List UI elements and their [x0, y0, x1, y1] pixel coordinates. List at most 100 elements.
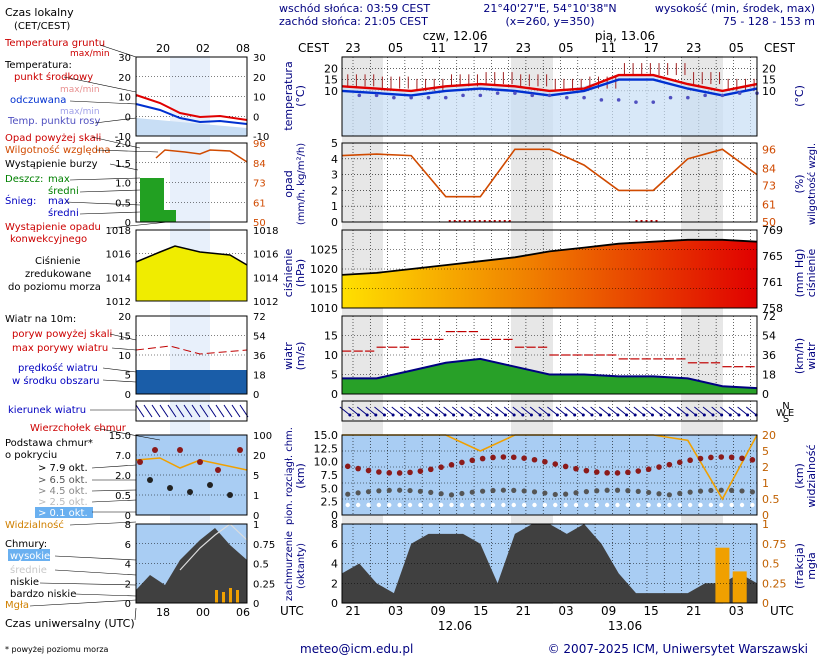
wind-arrow-head [538, 413, 542, 417]
cloud-base-dot [625, 488, 631, 494]
cest-tick-label: 23 [516, 41, 531, 55]
axis-humidity: wilgotność wzgl. [806, 143, 818, 225]
panel-bg-cloudbase [342, 435, 757, 515]
legend-fog-bar [215, 590, 218, 603]
visibility-tick: 20 [762, 429, 776, 442]
legend-pressure-area [136, 246, 247, 301]
footer-email[interactable]: meteo@icm.edu.pl [300, 642, 413, 656]
fog-tick: 0 [762, 597, 769, 610]
cloud-base-dot-light [542, 502, 548, 508]
cloud-base-dot [552, 491, 558, 498]
cloud-tick: 4 [331, 558, 338, 571]
legend-wind-arrow [175, 404, 185, 418]
dew-point [737, 91, 742, 95]
wind-arrow [624, 406, 636, 416]
legend-cloud-base-dot [147, 477, 153, 483]
legend-tick-right: 61 [253, 198, 266, 209]
wind-arrow [400, 406, 411, 416]
cloud-base-dot [365, 489, 372, 495]
utc-left: UTC [280, 604, 304, 618]
legend-wind-arrow [167, 404, 177, 418]
convective-mark [488, 220, 491, 222]
wind-arrow [676, 406, 688, 416]
cloud-base-tick: 10.0 [314, 456, 339, 469]
cloud-base-dot-light [428, 502, 433, 508]
legend-visibility-line [135, 457, 248, 471]
cloud-base-dot [656, 491, 662, 497]
legend-tick: 1016 [106, 250, 131, 261]
legend-leader [91, 136, 141, 149]
legend-humidity: Wilgotność względna [5, 144, 110, 156]
cloud-base-dot-light [656, 502, 662, 508]
axis-wind: wiatr [282, 342, 295, 370]
legend-tick-right: 5 [253, 471, 259, 482]
legend-tick: 30 [118, 53, 131, 64]
wind-arrow [374, 406, 385, 416]
cloud-base-dot [531, 489, 538, 495]
legend-rain-bars [140, 178, 164, 222]
cloud-base-dot [594, 488, 600, 494]
main-panels: 1015201015200123455061738496101010151020… [310, 56, 794, 610]
cloud-top-dot [500, 454, 507, 460]
legend-tick-right: 0 [253, 112, 259, 123]
cloud-base-dot-light [397, 502, 402, 508]
cloud-base-dot [386, 487, 392, 493]
legend-wind-arrow [135, 404, 145, 418]
legend-tick: 1012 [106, 297, 131, 308]
cloud-top-dot [687, 457, 693, 464]
cloud-top-dot [344, 463, 351, 470]
convective-mark [463, 220, 466, 222]
convective-mark [493, 220, 496, 222]
legend-tick-right: 0.75 [253, 540, 275, 551]
sunset-text: zachód słońca: 21:05 CEST [279, 15, 428, 28]
panel-frame-clouds [341, 523, 758, 604]
wind-arrow-head [746, 413, 750, 417]
legend-leader [91, 499, 137, 503]
legend-wind-mean: prędkość wiatru [18, 362, 98, 374]
compass-letter: N [782, 401, 789, 412]
legend-tick: 0 [125, 599, 131, 610]
legend-tick: 15.0 [109, 431, 131, 442]
wind-arrow-head [504, 413, 508, 417]
wind-arrow-head [408, 413, 412, 417]
cloud-top-dot [376, 469, 382, 475]
legend-felt-line [135, 103, 248, 125]
wind-arrow [365, 406, 377, 416]
dew-point [616, 98, 621, 102]
cloud-tick: 0 [331, 597, 338, 610]
wind-arrow [598, 406, 610, 416]
cloud-base-dot-light [366, 502, 371, 508]
y-tick-label-right: 765 [762, 250, 783, 263]
legend-leader [54, 569, 137, 576]
legend-max-min2: max/min [60, 107, 100, 117]
cloud-top-dot [459, 459, 465, 466]
legend-wind-dir: kierunek wiatru [8, 405, 86, 416]
cloud-top-dot [645, 466, 652, 473]
cloud-top-dot [521, 455, 527, 461]
y-tick-label-right: 18 [762, 369, 776, 382]
cloud-base-dot-light [594, 502, 599, 508]
legend-pressure: Ciśnienie [35, 255, 81, 267]
legend-tick: 6 [125, 540, 131, 551]
axis-cloud-base: pion. rozciągł. chm. [284, 427, 295, 525]
convective-mark [483, 220, 486, 222]
y-tick-label-right: 54 [762, 330, 776, 343]
legend-cloud-top-dot [237, 447, 243, 453]
wind-arrow-head [616, 413, 620, 417]
legend-high: wysokie [10, 551, 50, 562]
wind-arrow [607, 406, 619, 416]
legend-leader [79, 189, 141, 193]
legend-wind-area [136, 370, 247, 394]
wind-arrow [719, 406, 731, 416]
cloud-base-dot-light [521, 502, 527, 508]
cloud-top-dot [614, 470, 621, 476]
wind-arrow [538, 406, 550, 416]
legend-leader [91, 489, 137, 492]
y-tick-label: 10 [324, 85, 338, 98]
legend-wind-arrow [159, 404, 169, 418]
utc-tick-label: 15 [473, 604, 488, 618]
dew-point [651, 100, 656, 104]
y-tick-label-right: 769 [762, 224, 783, 237]
cloud-base-dot [397, 487, 403, 493]
utc-tick-label: 09 [431, 604, 446, 618]
